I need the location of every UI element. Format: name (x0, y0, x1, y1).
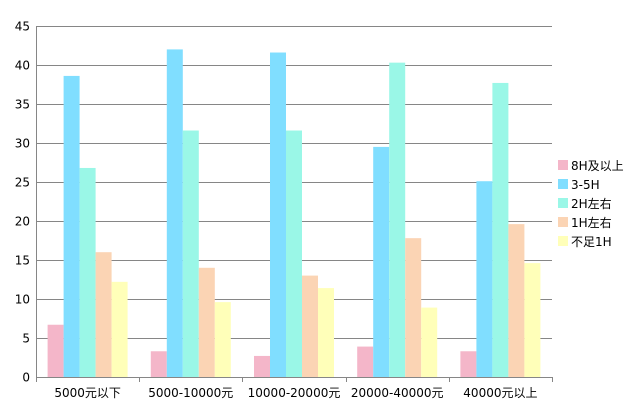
bar (405, 238, 422, 377)
bar (182, 130, 199, 377)
bar (95, 252, 112, 377)
legend-label: 8H及以上 (571, 159, 624, 173)
legend-swatch (558, 179, 568, 189)
bar (286, 130, 302, 377)
y-tick-label: 20 (15, 215, 30, 229)
bar (111, 281, 128, 377)
bar (63, 75, 80, 378)
legend-swatch (558, 160, 568, 170)
x-tick-label: 40000元以上 (463, 386, 537, 400)
x-tick-label: 5000-10000元 (148, 386, 233, 400)
y-tick-label: 10 (15, 293, 30, 307)
x-axis-labels: 5000元以下 5000-10000元 10000-20000元 20000-4000… (54, 386, 537, 400)
legend-swatch (558, 236, 568, 246)
legend-label: 1H左右 (571, 215, 612, 230)
bar (476, 181, 493, 377)
bar (166, 49, 183, 378)
y-axis-labels: 0 5 10 15 20 25 30 35 40 45 (15, 20, 30, 385)
legend-label: 3-5H (571, 178, 600, 192)
bar (47, 324, 64, 377)
bar (79, 167, 96, 377)
bar (150, 351, 167, 377)
bar (492, 82, 509, 377)
axes (36, 26, 553, 382)
y-tick-label: 25 (15, 176, 30, 190)
bar (524, 263, 541, 377)
x-tick-label: 5000元以下 (54, 386, 121, 400)
bar (373, 146, 390, 377)
y-tick-label: 45 (15, 20, 30, 34)
legend-swatch (558, 198, 568, 208)
legend-label: 不足1H (571, 235, 612, 249)
bars (47, 49, 541, 378)
legend-label: 2H左右 (571, 196, 612, 211)
x-tick-label: 10000-20000元 (248, 386, 341, 400)
y-tick-label: 35 (15, 98, 30, 112)
bar (302, 275, 318, 377)
y-tick-label: 30 (15, 137, 30, 151)
bar (254, 355, 270, 377)
bar (214, 302, 231, 377)
bar (421, 307, 438, 377)
legend-swatch (558, 217, 568, 227)
y-tick-label: 15 (15, 254, 30, 268)
y-tick-label: 0 (22, 371, 30, 385)
x-tick-label: 20000-40000元 (351, 386, 444, 400)
bar (460, 351, 477, 377)
bar (389, 62, 406, 377)
bar (270, 52, 286, 378)
bar (198, 267, 215, 377)
bar (508, 224, 525, 377)
y-tick-label: 40 (15, 59, 30, 73)
bar (357, 346, 374, 377)
bar (318, 288, 334, 377)
y-tick-label: 5 (22, 332, 30, 346)
